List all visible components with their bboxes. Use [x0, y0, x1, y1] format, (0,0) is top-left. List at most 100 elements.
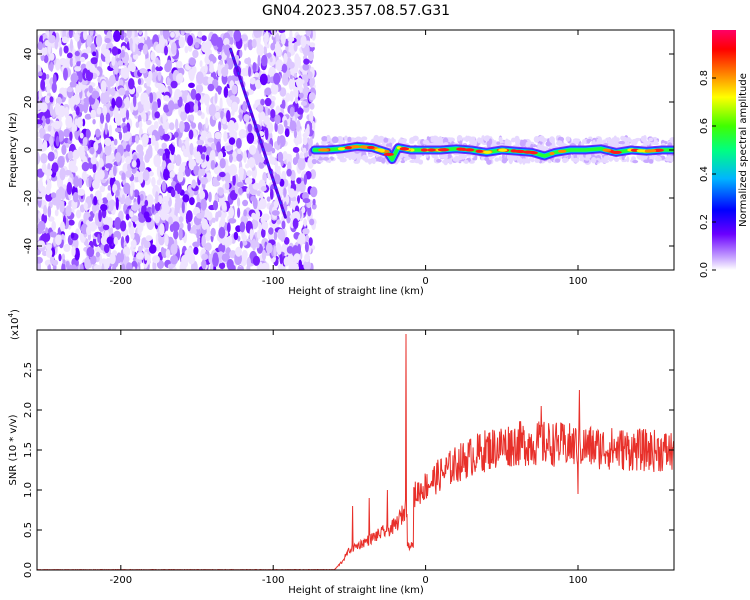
- noise-blob: [148, 244, 157, 254]
- svg-text:(x104): (x104): [7, 309, 21, 340]
- noise-blob: [188, 44, 193, 52]
- noise-blob: [82, 118, 86, 127]
- noise-blob: [92, 51, 97, 57]
- y-tick-label: 0.0: [23, 562, 34, 578]
- noise-blob: [251, 218, 259, 230]
- noise-blob: [221, 201, 227, 212]
- noise-blob: [207, 137, 215, 143]
- noise-blob: [168, 144, 175, 151]
- noise-blob: [51, 220, 56, 231]
- noise-blob: [95, 251, 101, 258]
- halo-blob: [473, 140, 478, 146]
- diagonal-streak-core: [229, 49, 286, 218]
- noise-blob: [281, 220, 286, 230]
- halo-blob: [556, 140, 563, 147]
- noise-blob: [168, 216, 173, 225]
- noise-blob: [273, 199, 279, 209]
- noise-blob: [220, 215, 226, 228]
- noise-blob: [258, 161, 265, 169]
- noise-blob: [198, 168, 202, 181]
- noise-blob: [197, 31, 203, 38]
- noise-blob: [110, 87, 116, 97]
- noise-blob: [296, 119, 301, 132]
- halo-blob: [314, 153, 320, 160]
- noise-blob: [137, 78, 142, 85]
- signal-hotspot: [483, 150, 492, 154]
- noise-blob: [165, 249, 171, 259]
- noise-blob: [217, 187, 224, 196]
- noise-blob: [135, 121, 140, 128]
- noise-blob: [112, 263, 117, 270]
- noise-blob: [126, 30, 132, 39]
- noise-blob: [81, 161, 90, 172]
- noise-blob: [63, 128, 71, 138]
- halo-blob: [383, 137, 389, 143]
- noise-blob: [256, 44, 265, 57]
- noise-blob: [54, 39, 59, 50]
- noise-blob: [249, 228, 254, 241]
- noise-blob: [197, 236, 201, 246]
- noise-blob: [280, 32, 286, 45]
- noise-blob: [57, 155, 65, 168]
- noise-blob: [47, 125, 52, 132]
- signal-hotspot: [442, 148, 448, 152]
- noise-blob: [224, 172, 231, 185]
- noise-blob: [299, 84, 303, 95]
- noise-blob: [83, 30, 88, 41]
- noise-blob: [191, 224, 197, 234]
- noise-blob: [237, 197, 241, 208]
- noise-blob: [201, 35, 207, 42]
- noise-blob: [73, 154, 77, 166]
- noise-blob: [130, 231, 135, 240]
- noise-blob: [154, 140, 159, 152]
- noise-blob: [161, 160, 167, 169]
- noise-blob: [301, 206, 306, 214]
- noise-blob: [108, 79, 115, 87]
- snr-x-label: Height of straight line (km): [288, 585, 424, 596]
- noise-blob: [146, 77, 151, 87]
- noise-blob: [309, 77, 315, 87]
- noise-blob: [218, 121, 222, 132]
- noise-blob: [188, 57, 197, 66]
- noise-blob: [98, 198, 103, 205]
- noise-blob: [84, 113, 92, 120]
- noise-blob: [201, 259, 207, 270]
- noise-blob: [125, 90, 130, 96]
- noise-blob: [233, 30, 242, 42]
- noise-blob: [104, 122, 108, 135]
- noise-blob: [228, 137, 236, 145]
- noise-blob: [294, 136, 299, 146]
- noise-blob: [79, 132, 84, 139]
- noise-blob: [51, 231, 57, 238]
- noise-blob: [180, 105, 185, 112]
- noise-blob: [45, 227, 49, 234]
- noise-blob: [155, 191, 159, 204]
- noise-blob: [284, 128, 290, 138]
- noise-blob: [309, 42, 316, 48]
- noise-blob: [48, 35, 56, 44]
- noise-blob: [307, 205, 312, 217]
- noise-blob: [136, 222, 144, 229]
- noise-blob: [37, 41, 43, 51]
- noise-blob: [195, 93, 201, 101]
- noise-blob: [115, 72, 119, 82]
- noise-blob: [293, 73, 298, 79]
- noise-blob: [218, 171, 226, 178]
- halo-blob: [337, 154, 345, 160]
- noise-blob: [73, 175, 80, 188]
- noise-blob: [223, 86, 229, 98]
- noise-blob: [65, 205, 72, 217]
- noise-blob: [125, 156, 132, 165]
- noise-blob: [114, 217, 122, 230]
- noise-blob: [259, 156, 265, 163]
- noise-blob: [283, 256, 290, 267]
- noise-blob: [110, 140, 115, 150]
- halo-blob: [538, 135, 545, 142]
- noise-blob: [285, 69, 291, 78]
- noise-blob: [223, 37, 230, 46]
- halo-blob: [311, 158, 317, 165]
- noise-blob: [98, 253, 102, 266]
- noise-blob: [83, 101, 89, 114]
- noise-blob: [163, 168, 170, 181]
